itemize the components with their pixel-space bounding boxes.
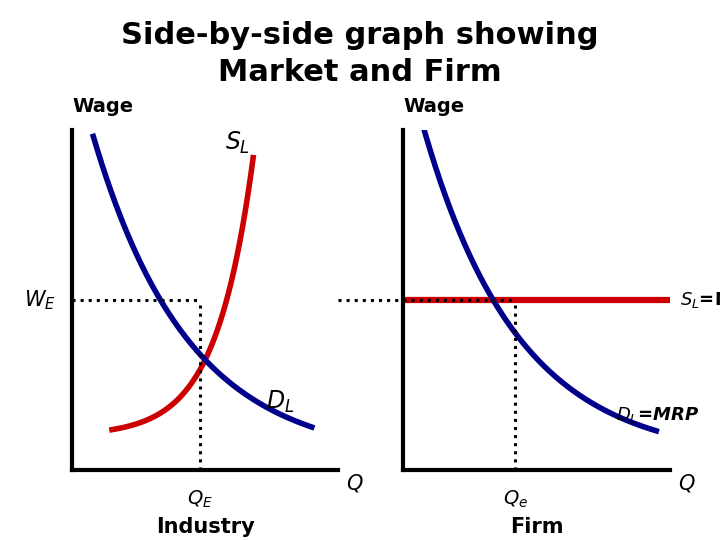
Text: Wage: Wage — [72, 97, 133, 116]
Text: Market and Firm: Market and Firm — [218, 58, 502, 87]
Text: $D_L$: $D_L$ — [266, 389, 294, 415]
Text: $Q$: $Q$ — [678, 472, 696, 495]
Text: $Q_e$: $Q_e$ — [503, 489, 528, 510]
Text: $Q$: $Q$ — [346, 472, 364, 495]
Text: Wage: Wage — [403, 97, 464, 116]
Text: Firm: Firm — [510, 517, 563, 537]
Text: Side-by-side graph showing: Side-by-side graph showing — [121, 21, 599, 50]
Text: $S_L$=MFC: $S_L$=MFC — [680, 289, 720, 310]
Text: $S_L$: $S_L$ — [225, 130, 250, 156]
Text: $Q_E$: $Q_E$ — [187, 489, 213, 510]
Text: $W_E$: $W_E$ — [24, 288, 56, 312]
Text: Industry: Industry — [156, 517, 255, 537]
Text: $D_L$=MRP: $D_L$=MRP — [616, 406, 700, 426]
